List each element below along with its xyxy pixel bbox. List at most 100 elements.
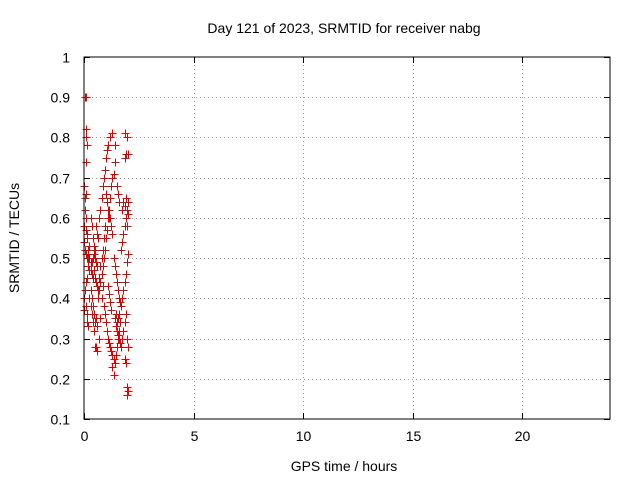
y-tick-label: 0.5	[51, 251, 71, 267]
y-axis-label: SRMTID / TECUs	[6, 183, 22, 293]
data-point	[102, 154, 111, 163]
data-point	[85, 266, 94, 275]
data-point	[121, 355, 130, 364]
data-point	[111, 359, 120, 368]
data-point	[93, 282, 102, 291]
data-point	[115, 294, 124, 303]
data-point	[103, 146, 112, 155]
data-point	[90, 327, 99, 336]
data-point	[99, 182, 108, 191]
data-point	[92, 343, 101, 352]
data-point	[113, 182, 122, 191]
data-point	[115, 198, 124, 207]
tick-layer: 0.10.20.30.40.50.60.70.80.910 5 10 15 20	[51, 50, 610, 444]
data-point	[111, 262, 120, 271]
data-point	[100, 174, 109, 183]
data-point	[105, 290, 114, 299]
data-point	[110, 355, 119, 364]
data-point	[121, 278, 130, 287]
data-point	[91, 254, 100, 263]
data-point	[107, 347, 116, 356]
x-tick-label: 5	[191, 428, 199, 444]
data-point	[95, 214, 104, 223]
data-point	[116, 298, 125, 307]
data-point	[87, 302, 96, 311]
data-point	[121, 129, 130, 138]
data-point	[119, 327, 128, 336]
x-tick-label: 0	[81, 428, 89, 444]
data-point	[90, 250, 99, 259]
data-point	[98, 270, 107, 279]
data-point	[83, 141, 92, 150]
data-point	[104, 206, 113, 215]
y-tick-label: 0.8	[51, 130, 71, 146]
data-point	[121, 202, 130, 211]
data-point	[104, 335, 113, 344]
y-tick-label: 0.3	[51, 332, 71, 348]
data-point	[122, 270, 131, 279]
data-point	[103, 226, 112, 235]
x-tick-label: 15	[406, 428, 422, 444]
data-point	[108, 174, 117, 183]
data-point	[124, 250, 133, 259]
data-point	[118, 238, 127, 247]
data-point	[100, 302, 109, 311]
data-point	[121, 318, 130, 327]
data-point	[81, 206, 90, 215]
data-point	[85, 242, 94, 251]
data-point	[106, 298, 115, 307]
data-point	[92, 278, 101, 287]
data-point	[108, 129, 117, 138]
data-point	[112, 270, 121, 279]
data-point	[112, 310, 121, 319]
data-point	[106, 133, 115, 142]
data-point	[101, 166, 110, 175]
data-point	[111, 314, 120, 323]
data-point	[95, 286, 104, 295]
data-point	[110, 254, 119, 263]
data-point	[103, 327, 112, 336]
data-point	[81, 194, 90, 203]
y-tick-label: 0.7	[51, 171, 71, 187]
data-point	[98, 194, 107, 203]
data-point	[116, 339, 125, 348]
data-point	[92, 258, 101, 267]
data-point	[124, 343, 133, 352]
data-point	[106, 343, 115, 352]
y-tick-label: 0.6	[51, 211, 71, 227]
data-point	[101, 310, 110, 319]
data-points-layer	[80, 93, 133, 400]
data-point	[93, 230, 102, 239]
data-point	[91, 274, 100, 283]
data-point	[112, 322, 121, 331]
data-point	[94, 294, 103, 303]
data-point	[117, 302, 126, 311]
data-point	[123, 383, 132, 392]
data-point	[123, 391, 132, 400]
data-point	[113, 278, 122, 287]
data-point	[112, 351, 121, 360]
data-point	[123, 222, 132, 231]
data-point	[84, 322, 93, 331]
data-point	[91, 246, 100, 255]
data-point	[104, 141, 113, 150]
data-point	[111, 141, 120, 150]
data-point	[102, 234, 111, 243]
data-point	[87, 214, 96, 223]
y-tick-label: 0.9	[51, 90, 71, 106]
data-point	[107, 306, 116, 315]
data-point	[88, 310, 97, 319]
y-tick-label: 1	[62, 50, 70, 66]
data-point	[114, 331, 123, 340]
data-point	[94, 234, 103, 243]
data-point	[122, 310, 131, 319]
data-point	[104, 282, 113, 291]
data-point	[110, 371, 119, 380]
data-point	[93, 347, 102, 356]
data-point	[123, 258, 132, 267]
y-tick-label: 0.2	[51, 372, 71, 388]
data-point	[96, 314, 105, 323]
data-point	[107, 222, 116, 231]
chart-title: Day 121 of 2023, SRMTID for receiver nab…	[207, 20, 480, 36]
